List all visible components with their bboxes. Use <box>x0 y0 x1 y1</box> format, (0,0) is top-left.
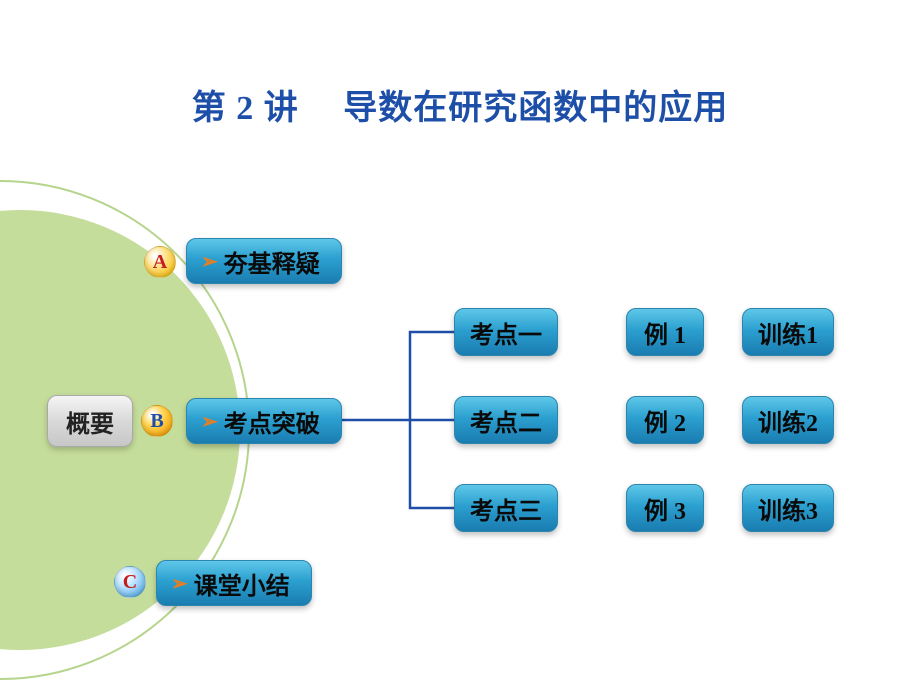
practice-2-button[interactable]: 训练2 <box>742 396 834 444</box>
badge-c: C <box>114 566 146 598</box>
section-b-label: 考点突破 <box>224 404 320 439</box>
page-title: 第 2 讲 导数在研究函数中的应用 <box>0 0 920 129</box>
point-2-button[interactable]: 考点二 <box>454 396 558 444</box>
section-b-button[interactable]: ➢ 考点突破 <box>186 398 342 444</box>
practice-1-button[interactable]: 训练1 <box>742 308 834 356</box>
example-3-button[interactable]: 例 3 <box>626 484 704 532</box>
section-c-button[interactable]: ➢ 课堂小结 <box>156 560 312 606</box>
practice-3-button[interactable]: 训练3 <box>742 484 834 532</box>
arrow-icon: ➢ <box>201 249 218 274</box>
arrow-icon: ➢ <box>171 571 188 596</box>
point-3-button[interactable]: 考点三 <box>454 484 558 532</box>
example-2-button[interactable]: 例 2 <box>626 396 704 444</box>
section-a-button[interactable]: ➢ 夯基释疑 <box>186 238 342 284</box>
example-1-button[interactable]: 例 1 <box>626 308 704 356</box>
section-a-label: 夯基释疑 <box>224 244 320 279</box>
badge-a: A <box>144 246 176 278</box>
point-1-button[interactable]: 考点一 <box>454 308 558 356</box>
arrow-icon: ➢ <box>201 409 218 434</box>
badge-b: B <box>141 405 173 437</box>
overview-button[interactable]: 概要 <box>47 395 133 447</box>
section-c-label: 课堂小结 <box>194 566 290 601</box>
